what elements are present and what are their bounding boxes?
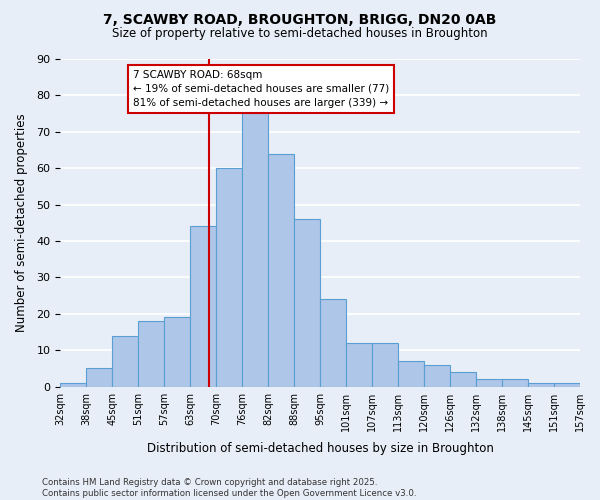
Y-axis label: Number of semi-detached properties: Number of semi-detached properties <box>15 114 28 332</box>
Bar <box>86 368 112 386</box>
Text: Contains HM Land Registry data © Crown copyright and database right 2025.
Contai: Contains HM Land Registry data © Crown c… <box>42 478 416 498</box>
Text: 7 SCAWBY ROAD: 68sqm
← 19% of semi-detached houses are smaller (77)
81% of semi-: 7 SCAWBY ROAD: 68sqm ← 19% of semi-detac… <box>133 70 389 108</box>
X-axis label: Distribution of semi-detached houses by size in Broughton: Distribution of semi-detached houses by … <box>146 442 494 455</box>
Bar <box>138 321 164 386</box>
Bar <box>112 336 138 386</box>
Text: 7, SCAWBY ROAD, BROUGHTON, BRIGG, DN20 0AB: 7, SCAWBY ROAD, BROUGHTON, BRIGG, DN20 0… <box>103 12 497 26</box>
Bar <box>242 110 268 386</box>
Bar <box>216 168 242 386</box>
Bar <box>320 300 346 386</box>
Bar <box>190 226 216 386</box>
Bar <box>554 383 580 386</box>
Bar <box>60 383 86 386</box>
Bar <box>476 380 502 386</box>
Bar <box>164 318 190 386</box>
Text: Size of property relative to semi-detached houses in Broughton: Size of property relative to semi-detach… <box>112 28 488 40</box>
Bar <box>346 343 372 386</box>
Bar <box>268 154 294 386</box>
Bar <box>294 219 320 386</box>
Bar <box>398 361 424 386</box>
Bar <box>372 343 398 386</box>
Bar <box>528 383 554 386</box>
Bar <box>502 380 528 386</box>
Bar <box>450 372 476 386</box>
Bar <box>424 365 450 386</box>
